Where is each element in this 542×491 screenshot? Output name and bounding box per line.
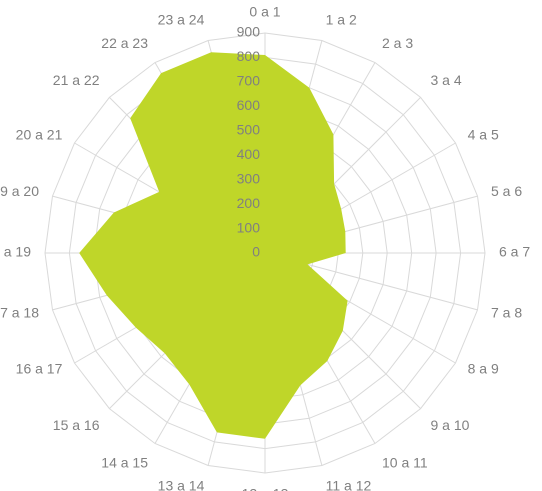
tick-label-800: 800 xyxy=(237,48,261,64)
category-label-22: 22 a 23 xyxy=(101,35,148,51)
category-label-11: 11 a 12 xyxy=(326,478,372,491)
category-label-10: 10 a 11 xyxy=(382,454,428,470)
tick-label-600: 600 xyxy=(237,97,261,113)
category-label-5: 5 a 6 xyxy=(491,183,522,199)
tick-label-900: 900 xyxy=(237,24,261,40)
category-label-7: 7 a 8 xyxy=(491,304,522,320)
category-label-4: 4 a 5 xyxy=(468,127,499,143)
tick-label-400: 400 xyxy=(237,146,261,162)
tick-label-100: 100 xyxy=(237,219,261,235)
category-label-18: 18 a 19 xyxy=(0,244,31,260)
category-label-8: 8 a 9 xyxy=(468,361,499,377)
category-label-6: 6 a 7 xyxy=(499,244,530,260)
radial-tick-labels: 0 100 200 300 400 500 600 700 800 900 xyxy=(237,24,261,260)
tick-label-0: 0 xyxy=(252,244,260,260)
category-label-12: 12 a 13 xyxy=(242,486,289,491)
tick-label-700: 700 xyxy=(237,73,261,89)
tick-label-300: 300 xyxy=(237,170,261,186)
category-label-14: 14 a 15 xyxy=(101,454,148,470)
category-labels: 0 a 1 1 a 2 2 a 3 3 a 4 4 a 5 5 a 6 6 a 7 7 a 8… xyxy=(0,4,530,491)
category-label-20: 20 a 21 xyxy=(16,127,63,143)
series-area-0 xyxy=(79,52,348,439)
category-label-2: 2 a 3 xyxy=(382,35,413,51)
category-label-9: 9 a 10 xyxy=(431,417,470,433)
category-label-3: 3 a 4 xyxy=(431,72,462,88)
category-label-16: 16 a 17 xyxy=(16,361,63,377)
category-label-21: 21 a 22 xyxy=(53,72,100,88)
tick-label-200: 200 xyxy=(237,195,261,211)
tick-label-500: 500 xyxy=(237,122,261,138)
category-label-0: 0 a 1 xyxy=(249,4,280,20)
category-label-13: 13 a 14 xyxy=(158,478,205,491)
category-label-1: 1 a 2 xyxy=(326,12,357,28)
category-label-19: 19 a 20 xyxy=(0,183,39,199)
category-label-15: 15 a 16 xyxy=(53,417,100,433)
radar-area-layer xyxy=(79,52,348,439)
category-label-17: 17 a 18 xyxy=(0,304,39,320)
category-label-23: 23 a 24 xyxy=(158,12,205,28)
